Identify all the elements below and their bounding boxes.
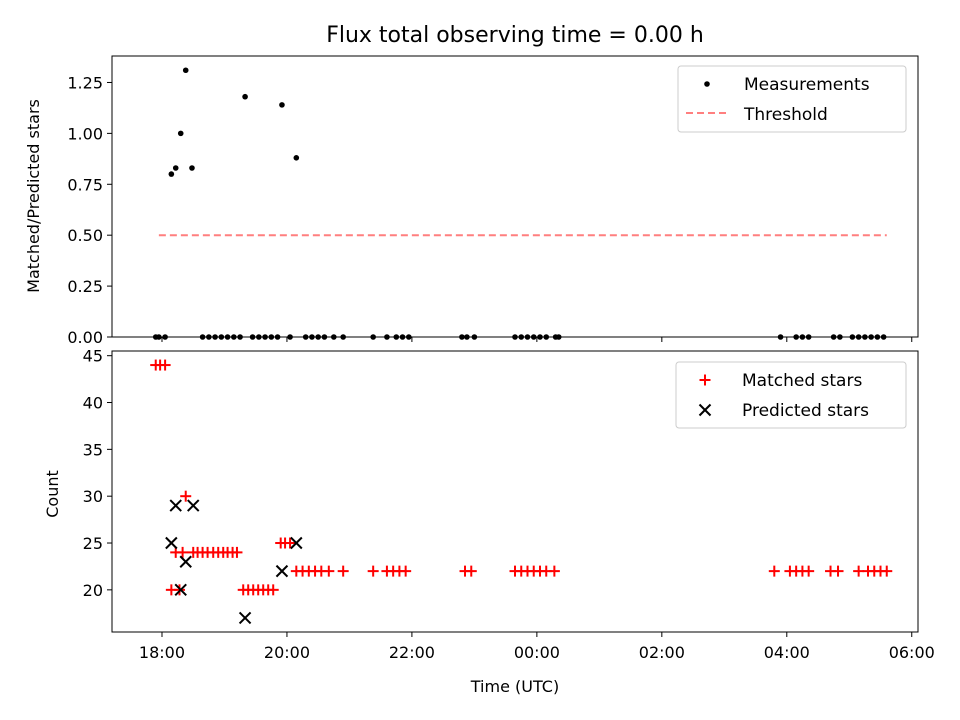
measurement-point — [177, 130, 184, 137]
matched-star-point — [803, 565, 815, 577]
matched-star-point — [400, 565, 412, 577]
matched-star-point — [465, 565, 477, 577]
matched-star-point — [180, 490, 192, 502]
top-legend: Measurements Threshold — [677, 65, 907, 133]
y-tick-label: 0.75 — [67, 175, 103, 194]
top-y-axis-label: Matched/Predicted stars — [24, 99, 43, 293]
predicted-star-point — [238, 611, 252, 625]
matched-star-point — [548, 565, 560, 577]
legend-measurements-marker — [704, 81, 710, 87]
y-tick-label: 45 — [83, 347, 103, 366]
top-axis-ticks: 0.00 0.25 0.50 0.75 1.00 1.25 — [67, 73, 913, 347]
bottom-axes-frame — [111, 350, 919, 633]
measurement-point — [168, 171, 175, 177]
matched-star-point — [284, 537, 296, 549]
chart-title: Flux total observing time = 0.00 h — [326, 23, 704, 48]
measurement-point — [172, 165, 179, 171]
top-panel: Flux total observing time = 0.00 h Match… — [24, 23, 919, 347]
predicted-star-point — [290, 536, 303, 550]
x-tick-label: 06:00 — [889, 643, 935, 662]
matched-star-point — [159, 359, 171, 371]
y-tick-label: 25 — [83, 534, 103, 553]
legend-matched-marker — [699, 374, 711, 386]
matched-star-point — [177, 546, 189, 558]
x-tick-label: 18:00 — [139, 643, 185, 662]
measurement-point — [182, 67, 189, 74]
x-tick-label: 02:00 — [639, 643, 685, 662]
matched-star-point — [881, 565, 893, 577]
bottom-axis-ticks: 20 25 30 35 40 45 18:00 20:00 22:00 00:00 02:00 04:… — [83, 347, 935, 662]
matched-star-point — [367, 565, 379, 577]
legend-measurements-label: Measurements — [744, 75, 870, 95]
legend-matched-label: Matched stars — [742, 371, 862, 391]
measurement-point — [242, 93, 248, 100]
x-axis-label: Time (UTC) — [470, 677, 559, 696]
matched-star-point — [853, 565, 865, 577]
x-tick-label: 20:00 — [264, 643, 310, 662]
legend-frame — [675, 361, 907, 429]
matched-star-point — [323, 565, 335, 577]
measurement-point — [279, 102, 285, 108]
matched-star-point — [337, 565, 349, 577]
x-tick-label: 04:00 — [764, 643, 810, 662]
y-tick-label: 40 — [83, 394, 103, 413]
y-tick-label: 1.00 — [67, 124, 103, 143]
y-tick-label: 30 — [83, 487, 103, 506]
y-tick-label: 0.50 — [67, 226, 103, 245]
measurement-point — [293, 155, 300, 161]
y-tick-label: 0.00 — [67, 328, 103, 347]
legend-threshold-label: Threshold — [743, 105, 828, 125]
bottom-y-axis-label: Count — [43, 470, 62, 518]
legend-predicted-label: Predicted stars — [742, 401, 869, 421]
y-tick-label: 0.25 — [67, 277, 103, 296]
predicted-star-point — [165, 536, 178, 550]
predicted-star-point — [275, 564, 289, 578]
legend-plus-marker — [699, 374, 711, 386]
y-tick-label: 20 — [83, 581, 103, 600]
matched-stars-series — [150, 359, 893, 596]
predicted-star-point — [187, 499, 200, 512]
measurement-point — [189, 165, 195, 171]
matched-star-point — [832, 565, 844, 577]
predicted-star-point — [169, 499, 182, 512]
matched-star-point — [768, 565, 780, 577]
legend-frame — [677, 65, 907, 133]
matched-star-point — [267, 584, 279, 596]
y-tick-label: 35 — [83, 440, 103, 459]
predicted-star-point — [174, 583, 187, 597]
x-tick-label: 00:00 — [514, 643, 560, 662]
x-tick-label: 22:00 — [389, 643, 435, 662]
matched-star-point — [231, 546, 243, 558]
top-axes-frame — [111, 55, 919, 338]
legend-cross-marker — [698, 403, 712, 417]
predicted-stars-series — [165, 499, 303, 625]
predicted-star-point — [179, 555, 192, 568]
bottom-legend: Matched stars Predicted stars — [675, 361, 907, 429]
legend-predicted-marker — [698, 403, 712, 417]
y-tick-label: 1.25 — [67, 73, 103, 92]
